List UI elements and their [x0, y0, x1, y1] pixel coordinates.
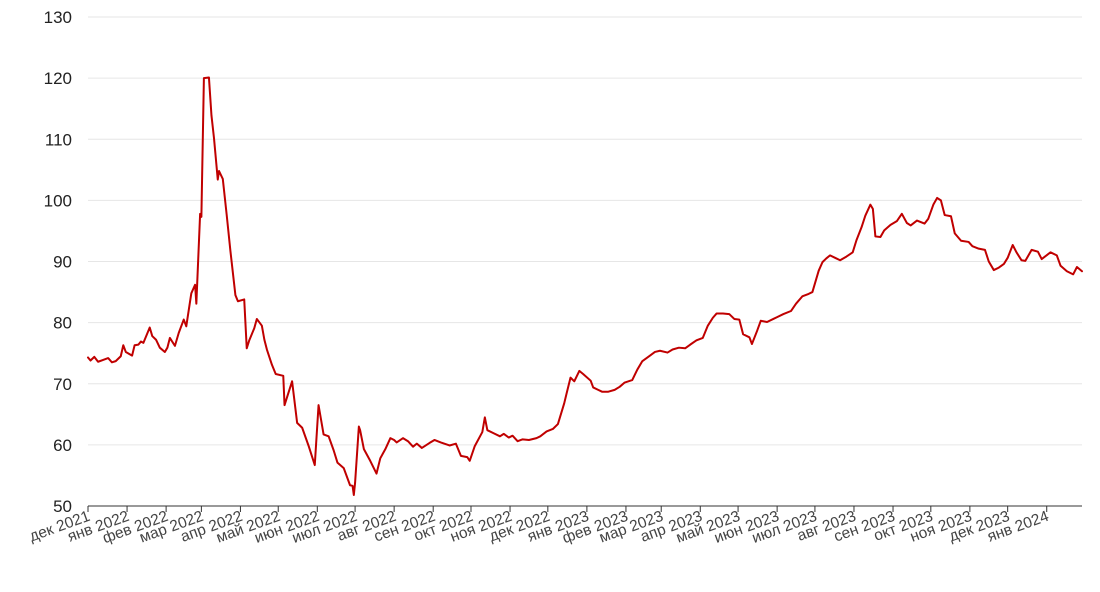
y-axis-ticks: 50 60 70 80 90 100 110 120 130: [44, 8, 72, 516]
series-group: [87, 76, 1083, 496]
y-tick-label: 90: [53, 253, 72, 272]
y-tick-label: 100: [44, 191, 72, 210]
series-line: [87, 76, 1083, 496]
y-tick-label: 60: [53, 436, 72, 455]
y-tick-label: 70: [53, 375, 72, 394]
y-tick-label: 50: [53, 497, 72, 516]
gridlines: [88, 16, 1082, 446]
y-tick-label: 80: [53, 314, 72, 333]
y-tick-label: 110: [45, 130, 72, 149]
y-tick-label: 130: [44, 8, 72, 27]
y-tick-label: 120: [44, 69, 72, 88]
